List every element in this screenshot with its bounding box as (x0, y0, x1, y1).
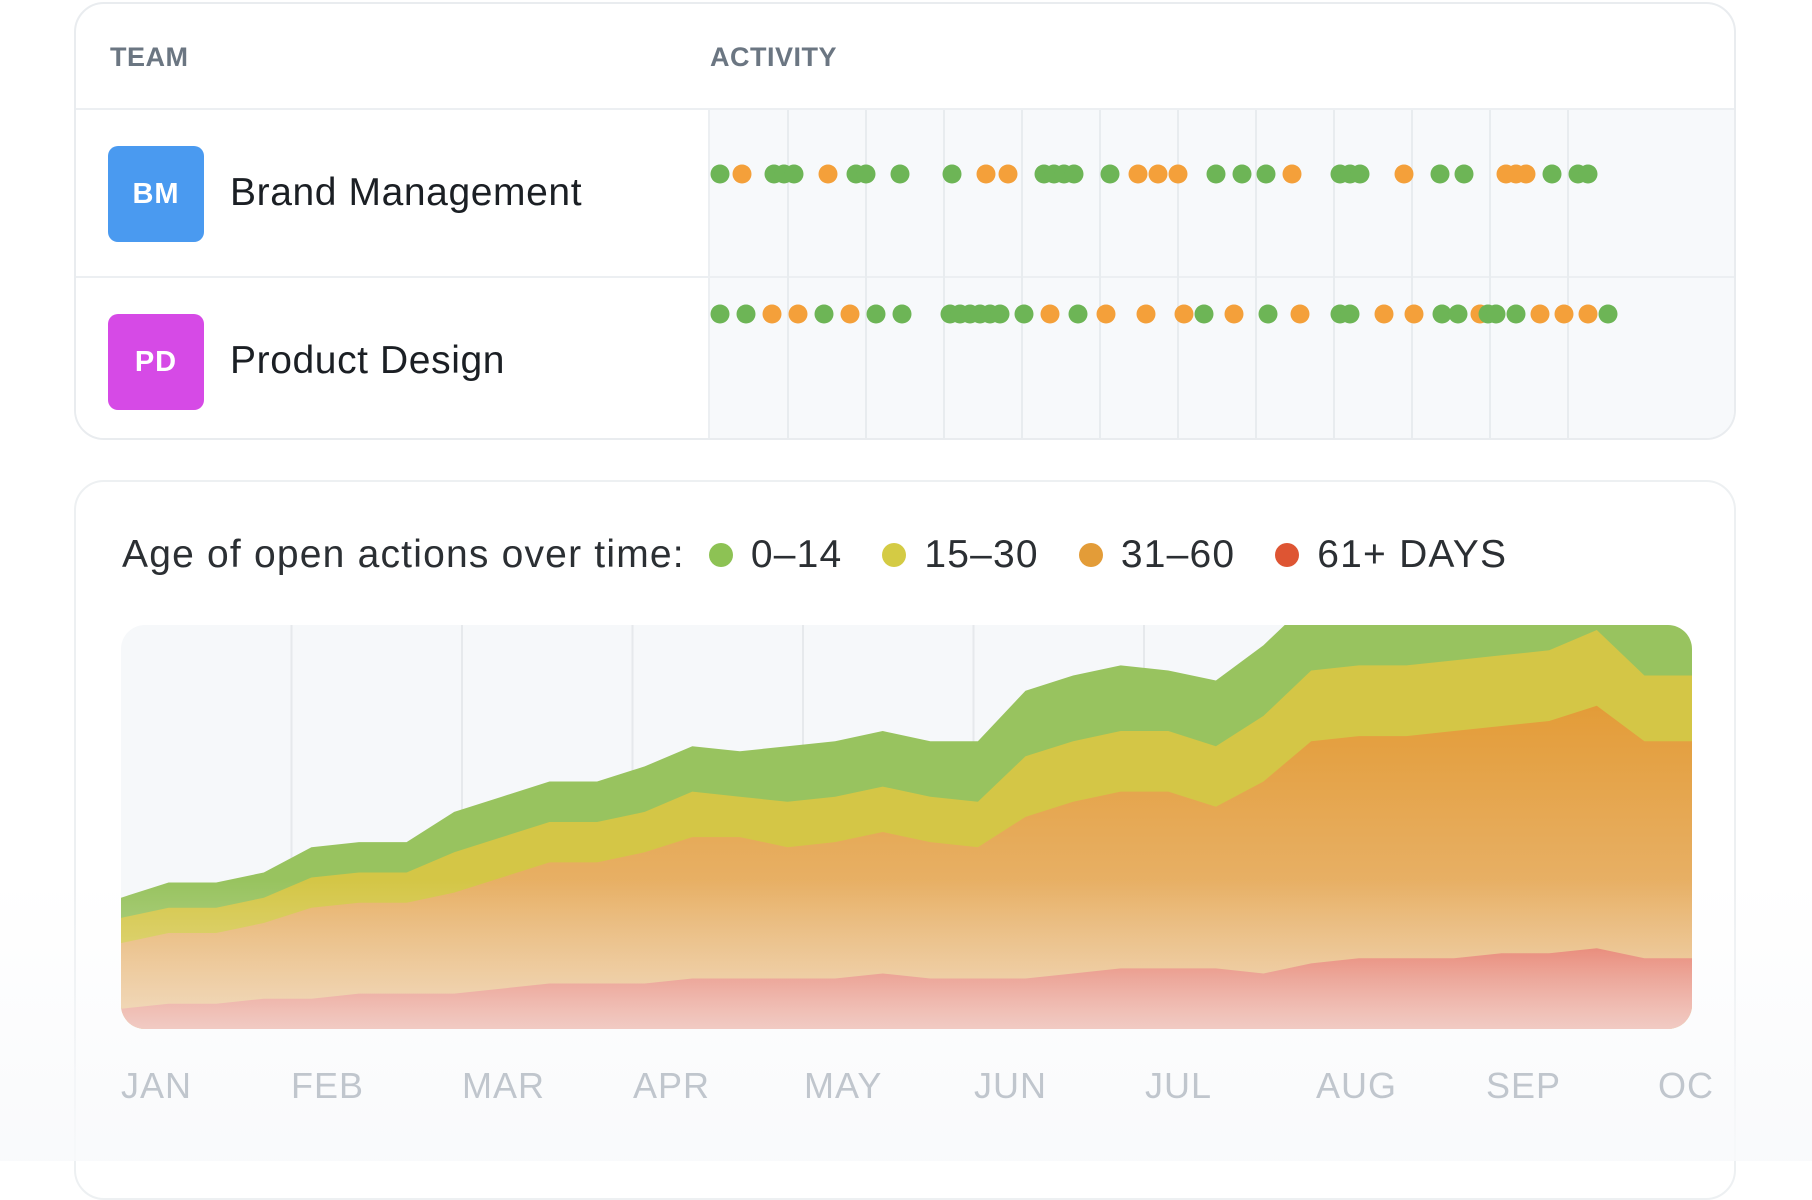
activity-dot[interactable] (736, 304, 756, 324)
team-cell: BM Brand Management (76, 110, 708, 276)
x-axis-label: JUN (974, 1065, 1047, 1106)
activity-dot[interactable] (1554, 304, 1574, 324)
activity-dot[interactable] (1290, 304, 1310, 324)
legend-item-15-30[interactable]: 15–30 (882, 533, 1038, 577)
activity-dot[interactable] (1256, 164, 1276, 184)
activity-dot[interactable] (1486, 304, 1506, 324)
activity-dot[interactable] (1206, 164, 1226, 184)
activity-dot[interactable] (1282, 164, 1302, 184)
activity-dot[interactable] (990, 304, 1010, 324)
team-column-header: TEAM (110, 42, 189, 72)
x-axis-label: JAN (121, 1065, 193, 1106)
x-axis-label: MAR (462, 1065, 545, 1106)
table-row[interactable]: BM Brand Management (76, 110, 1734, 278)
activity-dot[interactable] (788, 304, 808, 324)
activity-dot[interactable] (784, 164, 804, 184)
activity-dot[interactable] (814, 304, 834, 324)
activity-dot[interactable] (732, 164, 752, 184)
activity-dot[interactable] (1506, 304, 1526, 324)
activity-timeline (708, 278, 1734, 438)
activity-dot[interactable] (1350, 164, 1370, 184)
legend-label: 31–60 (1120, 533, 1236, 576)
activity-dot[interactable] (1040, 304, 1060, 324)
team-name[interactable]: Brand Management (230, 171, 583, 214)
activity-dot[interactable] (818, 164, 838, 184)
x-axis-label: MAY (804, 1065, 883, 1106)
activity-dot[interactable] (1100, 164, 1120, 184)
activity-dot[interactable] (1194, 304, 1214, 324)
activity-dot[interactable] (1174, 304, 1194, 324)
activity-dot[interactable] (892, 304, 912, 324)
stacked-area-chart (121, 625, 1692, 1029)
activity-dot[interactable] (1516, 164, 1536, 184)
legend-dot-icon (882, 543, 907, 567)
activity-dot[interactable] (1064, 164, 1084, 184)
activity-dot[interactable] (976, 164, 996, 184)
legend-label: 61+ DAYS (1317, 533, 1508, 576)
activity-dot[interactable] (1136, 304, 1156, 324)
table-row[interactable]: PD Product Design (76, 278, 1734, 438)
activity-dot[interactable] (942, 164, 962, 184)
team-activity-card: TEAM ACTIVITY BM Brand Management PD Pro… (74, 2, 1736, 440)
activity-dot[interactable] (1404, 304, 1424, 324)
x-axis-label: APR (633, 1065, 711, 1106)
activity-dot[interactable] (890, 164, 910, 184)
activity-dot[interactable] (710, 304, 730, 324)
legend-label: 0–14 (750, 533, 843, 576)
activity-dot[interactable] (1128, 164, 1148, 184)
activity-dot[interactable] (1148, 164, 1168, 184)
team-cell: PD Product Design (76, 278, 708, 438)
activity-dot[interactable] (998, 164, 1018, 184)
activity-column-header: ACTIVITY (710, 42, 838, 72)
activity-dot[interactable] (1448, 304, 1468, 324)
x-axis-label: AUG (1316, 1065, 1398, 1106)
legend-item-61-plus[interactable]: 61+ DAYS (1275, 533, 1507, 577)
activity-dot[interactable] (866, 304, 886, 324)
activity-dot[interactable] (1168, 164, 1188, 184)
activity-dot[interactable] (1578, 304, 1598, 324)
legend-item-0-14[interactable]: 0–14 (708, 533, 843, 577)
chart-title: Age of open actions over time: (122, 533, 685, 576)
activity-dot[interactable] (1258, 304, 1278, 324)
legend-label: 15–30 (924, 533, 1039, 576)
legend-dot-icon (708, 543, 733, 567)
x-axis-label: OC (1658, 1065, 1714, 1106)
activity-dot[interactable] (710, 164, 730, 184)
activity-dot[interactable] (1454, 164, 1474, 184)
activity-dot[interactable] (1068, 304, 1088, 324)
legend-item-31-60[interactable]: 31–60 (1078, 533, 1236, 577)
activity-dot[interactable] (1598, 304, 1618, 324)
activity-dots (710, 278, 1618, 438)
x-axis-label: FEB (291, 1065, 365, 1106)
table-header: TEAM ACTIVITY (76, 4, 1734, 110)
activity-dot[interactable] (762, 304, 782, 324)
legend-dot-icon (1275, 543, 1300, 567)
x-axis-label: SEP (1486, 1065, 1562, 1106)
activity-dot[interactable] (1014, 304, 1034, 324)
activity-dot[interactable] (1430, 164, 1450, 184)
activity-dots (710, 110, 1598, 278)
activity-dot[interactable] (1096, 304, 1116, 324)
activity-dot[interactable] (1340, 304, 1360, 324)
activity-dot[interactable] (1578, 164, 1598, 184)
activity-dot[interactable] (1432, 304, 1452, 324)
team-name[interactable]: Product Design (230, 339, 506, 382)
activity-dot[interactable] (1530, 304, 1550, 324)
legend-dot-icon (1078, 543, 1103, 567)
activity-dot[interactable] (840, 304, 860, 324)
activity-dot[interactable] (1394, 164, 1414, 184)
activity-dot[interactable] (1232, 164, 1252, 184)
avatar: BM (108, 146, 204, 242)
activity-dot[interactable] (856, 164, 876, 184)
activity-dot[interactable] (1224, 304, 1244, 324)
chart-legend: Age of open actions over time: 0–14 15–3… (122, 530, 1547, 580)
activity-dot[interactable] (1374, 304, 1394, 324)
activity-timeline (708, 110, 1734, 278)
activity-dot[interactable] (1542, 164, 1562, 184)
x-axis-label: JUL (1145, 1065, 1213, 1106)
avatar: PD (108, 314, 204, 410)
